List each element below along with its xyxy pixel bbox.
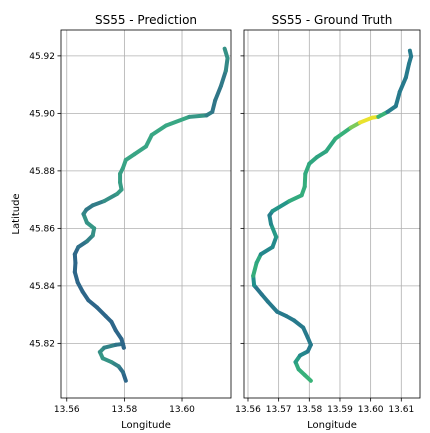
prediction-track-segment <box>132 144 148 157</box>
prediction-track-segment <box>95 305 108 319</box>
prediction-track-segment <box>223 56 230 73</box>
prediction-track-segment <box>218 68 228 89</box>
ground-truth-track-segment <box>324 136 338 154</box>
ground-truth-title: SS55 - Ground Truth <box>272 13 393 27</box>
prediction-track-segment <box>187 113 209 119</box>
ground-truth-track-segment <box>265 299 280 314</box>
ground-truth-track-segment <box>393 89 402 109</box>
prediction-frame <box>60 29 232 399</box>
ground-truth-track-segment <box>287 193 304 204</box>
prediction-track-segment <box>144 132 154 149</box>
ground-truth-xtick-label: 13.57 <box>266 405 292 415</box>
ground-truth-xtick-label: 13.59 <box>327 405 353 415</box>
ground-truth-xtick-label: 13.60 <box>358 405 384 415</box>
prediction-track-segment <box>102 191 120 204</box>
ground-truth-track-segment <box>397 75 408 94</box>
prediction-ytick-label: 45.82 <box>29 339 55 349</box>
prediction-track-segment <box>149 123 169 137</box>
ground-truth-track-segment <box>270 199 292 214</box>
ground-truth-track-segment <box>333 125 353 141</box>
prediction-xtick-label: 13.56 <box>54 405 80 415</box>
prediction-ytick-label: 45.84 <box>29 282 55 292</box>
prediction-track-segment <box>222 46 230 61</box>
prediction-ytick-label: 45.90 <box>29 109 55 119</box>
ground-truth-track-segment <box>258 245 275 257</box>
ground-truth-track-segment <box>302 171 308 189</box>
ground-truth-track-segment <box>407 48 414 59</box>
ground-truth-xtick-label: 13.58 <box>296 405 322 415</box>
ground-truth-xlabel: Longitude <box>307 420 357 431</box>
ground-truth-track-segment <box>251 260 259 278</box>
ground-truth-xtick-label: 13.61 <box>388 405 414 415</box>
ground-truth-track-segment <box>268 222 279 239</box>
prediction-track-segment <box>164 114 192 128</box>
prediction-plot: SS55 - Prediction 13.56 13.58 13.60 45.82 45… <box>11 13 232 431</box>
prediction-xtick-label: 13.60 <box>169 405 195 415</box>
prediction-ytick-label: 45.88 <box>29 167 55 177</box>
ground-truth-plot: SS55 - Ground Truth 13.56 13.57 13.58 13.59… <box>235 13 421 431</box>
ground-truth-track-segment <box>403 61 411 80</box>
prediction-xlabel: Longitude <box>121 420 171 431</box>
prediction-xtick-label: 13.58 <box>112 405 138 415</box>
ground-truth-frame <box>243 29 421 399</box>
prediction-ytick-label: 45.92 <box>29 52 55 62</box>
ground-truth-track-segment <box>357 115 375 125</box>
ground-truth-xtick-label: 13.56 <box>235 405 261 415</box>
prediction-track-segment <box>90 199 107 208</box>
prediction-title: SS55 - Prediction <box>95 13 197 27</box>
prediction-ylabel: Latitude <box>11 193 22 234</box>
prediction-track-segment <box>213 84 223 103</box>
prediction-ytick-label: 45.86 <box>29 224 55 234</box>
